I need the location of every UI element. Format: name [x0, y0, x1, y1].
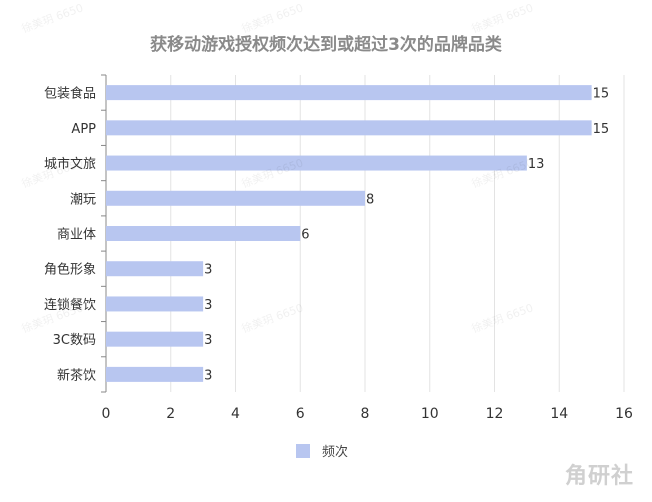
chart-legend[interactable]: 频次	[296, 441, 348, 460]
bar	[106, 261, 204, 277]
category-label: 城市文旅	[44, 156, 96, 172]
legend-swatch	[296, 443, 310, 458]
legend-label: 频次	[322, 445, 349, 460]
data-label: 3	[204, 298, 212, 313]
category-label: 包装食品	[44, 86, 96, 102]
category-label: 连锁餐饮	[44, 297, 96, 313]
data-label: 3	[204, 368, 212, 383]
bar	[106, 296, 204, 312]
bar	[106, 120, 592, 136]
x-tick-label: 14	[550, 406, 568, 422]
category-label: 新茶饮	[57, 367, 96, 383]
data-label: 8	[366, 192, 374, 207]
data-label: 3	[204, 333, 212, 348]
chart-title: 获移动游戏授权频次达到或超过3次的品牌品类	[150, 35, 502, 55]
x-tick-label: 10	[421, 406, 439, 422]
x-tick-label: 8	[361, 406, 370, 422]
bar	[106, 366, 204, 382]
x-tick-label: 0	[102, 406, 111, 422]
data-label: 15	[593, 122, 610, 137]
bar	[106, 331, 204, 347]
bar	[106, 85, 592, 101]
data-label: 3	[204, 263, 212, 278]
category-label: 3C数码	[53, 333, 96, 348]
data-label: 15	[593, 87, 610, 102]
category-label: 角色形象	[44, 262, 96, 278]
data-label: 6	[301, 228, 309, 243]
data-label: 13	[528, 157, 545, 172]
x-tick-label: 16	[615, 406, 633, 422]
bar	[106, 155, 527, 171]
bar	[106, 190, 365, 206]
x-tick-label: 4	[231, 406, 240, 422]
bar	[106, 226, 301, 241]
x-tick-label: 12	[486, 406, 504, 422]
x-tick-label: 6	[296, 406, 305, 422]
brand-logo: 角研社	[564, 464, 634, 489]
category-label: 商业体	[57, 228, 96, 243]
category-label: APP	[71, 122, 96, 137]
x-tick-label: 2	[166, 406, 175, 422]
category-label: 潮玩	[70, 192, 96, 207]
